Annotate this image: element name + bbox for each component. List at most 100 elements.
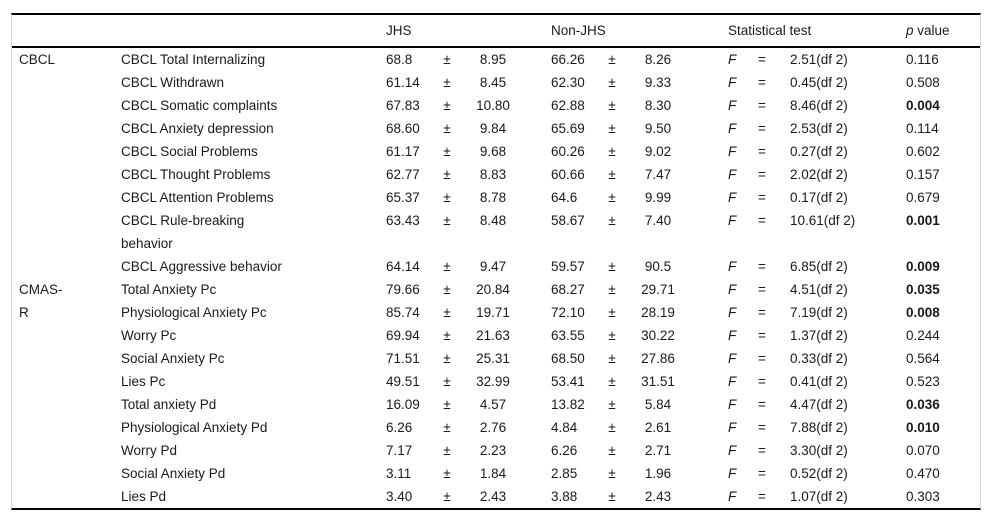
jhs-mean: 62.77: [386, 167, 420, 182]
plus-minus-symbol: ±: [608, 489, 616, 504]
group-label: CBCL: [19, 52, 56, 67]
f-statistic-value: 0.33(df 2): [790, 351, 848, 366]
jhs-mean: 64.14: [386, 259, 420, 274]
equals-symbol: =: [758, 167, 766, 182]
equals-symbol: =: [758, 351, 766, 366]
jhs-mean: 6.26: [386, 420, 413, 435]
f-statistic-symbol: F: [728, 305, 737, 320]
equals-symbol: =: [758, 305, 766, 320]
table-row: CBCL Social Problems 61.17 ± 9.68 60.26 …: [12, 140, 980, 163]
f-statistic-value: 3.30(df 2): [790, 443, 848, 458]
statistics-table: JHS Non-JHS Statistical test p value CBC…: [11, 13, 981, 510]
plus-minus-symbol: ±: [443, 190, 451, 205]
non-jhs-mean: 66.26: [551, 52, 585, 67]
non-jhs-sd: 90.5: [644, 259, 672, 274]
table-row: Lies Pc 49.51 ± 32.99 53.41 ± 31.51 F = …: [12, 370, 980, 393]
plus-minus-symbol: ±: [608, 98, 616, 113]
plus-minus-symbol: ±: [443, 213, 451, 228]
equals-symbol: =: [758, 52, 766, 67]
jhs-mean: 61.14: [386, 75, 420, 90]
non-jhs-mean: 2.85: [551, 466, 578, 481]
table-row: Worry Pc 69.94 ± 21.63 63.55 ± 30.22 F =…: [12, 324, 980, 347]
non-jhs-mean: 58.67: [551, 213, 585, 228]
jhs-sd: 8.78: [479, 190, 507, 205]
f-statistic-value: 7.19(df 2): [790, 305, 848, 320]
f-statistic-symbol: F: [728, 420, 737, 435]
plus-minus-symbol: ±: [608, 52, 616, 67]
jhs-sd: 25.31: [476, 351, 510, 366]
group-label: CMAS-: [19, 282, 63, 297]
non-jhs-sd: 2.61: [644, 420, 672, 435]
jhs-sd: 2.43: [479, 489, 507, 504]
p-value: 0.010: [906, 420, 940, 435]
scale-label: Total anxiety Pd: [121, 397, 217, 412]
p-value: 0.116: [906, 52, 939, 67]
header-jhs: JHS: [386, 23, 412, 38]
equals-symbol: =: [758, 282, 766, 297]
scale-label: CBCL Anxiety depression: [121, 121, 274, 136]
jhs-mean: 61.17: [386, 144, 420, 159]
non-jhs-mean: 62.88: [551, 98, 585, 113]
non-jhs-mean: 59.57: [551, 259, 585, 274]
plus-minus-symbol: ±: [443, 144, 451, 159]
non-jhs-sd: 8.26: [644, 52, 672, 67]
table-row: CBCL Attention Problems 65.37 ± 8.78 64.…: [12, 186, 980, 209]
jhs-sd: 8.48: [479, 213, 507, 228]
p-value: 0.564: [906, 351, 940, 366]
jhs-sd: 2.23: [479, 443, 507, 458]
non-jhs-sd: 31.51: [641, 374, 675, 389]
jhs-mean: 65.37: [386, 190, 420, 205]
f-statistic-value: 0.27(df 2): [790, 144, 848, 159]
jhs-mean: 71.51: [386, 351, 420, 366]
f-statistic-value: 0.17(df 2): [790, 190, 848, 205]
non-jhs-sd: 27.86: [641, 351, 675, 366]
non-jhs-mean: 68.50: [551, 351, 585, 366]
plus-minus-symbol: ±: [608, 328, 616, 343]
p-value: 0.303: [906, 489, 940, 504]
p-value: 0.070: [906, 443, 940, 458]
plus-minus-symbol: ±: [608, 167, 616, 182]
plus-minus-symbol: ±: [443, 75, 451, 90]
jhs-mean: 67.83: [386, 98, 420, 113]
p-value: 0.008: [906, 305, 940, 320]
p-value: 0.035: [906, 282, 940, 297]
non-jhs-sd: 29.71: [641, 282, 675, 297]
non-jhs-sd: 1.96: [644, 466, 672, 481]
table-row: CMAS- Total Anxiety Pc 79.66 ± 20.84 68.…: [12, 278, 980, 301]
non-jhs-sd: 8.30: [644, 98, 672, 113]
f-statistic-value: 4.51(df 2): [790, 282, 848, 297]
equals-symbol: =: [758, 259, 766, 274]
equals-symbol: =: [758, 420, 766, 435]
table-header-row: JHS Non-JHS Statistical test p value: [12, 15, 980, 48]
p-value: 0.602: [906, 144, 940, 159]
scale-label: CBCL Social Problems: [121, 144, 258, 159]
equals-symbol: =: [758, 466, 766, 481]
f-statistic-symbol: F: [728, 52, 737, 67]
non-jhs-sd: 7.47: [644, 167, 672, 182]
jhs-sd: 20.84: [476, 282, 510, 297]
table-row: CBCL Rule-breaking behavior 63.43 ± 8.48…: [12, 209, 980, 255]
non-jhs-mean: 63.55: [551, 328, 585, 343]
table-row: CBCL Aggressive behavior 64.14 ± 9.47 59…: [12, 255, 980, 278]
f-statistic-symbol: F: [728, 443, 737, 458]
jhs-mean: 79.66: [386, 282, 420, 297]
jhs-sd: 8.83: [479, 167, 507, 182]
f-statistic-symbol: F: [728, 397, 737, 412]
jhs-sd: 19.71: [476, 305, 510, 320]
equals-symbol: =: [758, 190, 766, 205]
non-jhs-mean: 4.84: [551, 420, 578, 435]
equals-symbol: =: [758, 489, 766, 504]
f-statistic-value: 1.07(df 2): [790, 489, 848, 504]
plus-minus-symbol: ±: [608, 213, 616, 228]
table-row: Physiological Anxiety Pd 6.26 ± 2.76 4.8…: [12, 416, 980, 439]
plus-minus-symbol: ±: [443, 52, 451, 67]
table-row: Social Anxiety Pd 3.11 ± 1.84 2.85 ± 1.9…: [12, 462, 980, 485]
plus-minus-symbol: ±: [608, 144, 616, 159]
scale-label: Lies Pc: [121, 374, 166, 389]
jhs-mean: 3.40: [386, 489, 413, 504]
plus-minus-symbol: ±: [608, 282, 616, 297]
non-jhs-mean: 53.41: [551, 374, 585, 389]
jhs-mean: 63.43: [386, 213, 420, 228]
plus-minus-symbol: ±: [608, 351, 616, 366]
f-statistic-value: 2.53(df 2): [790, 121, 848, 136]
